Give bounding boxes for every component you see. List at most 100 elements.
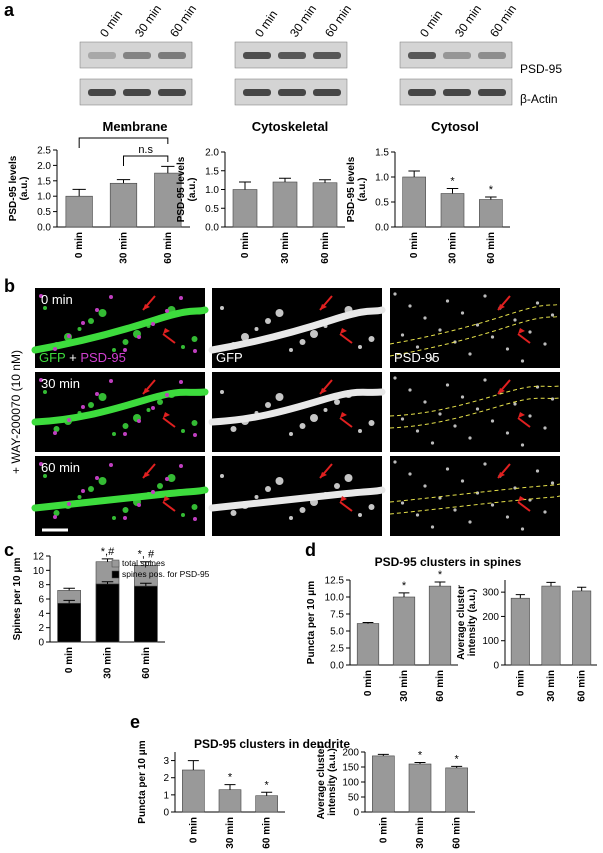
arrowhead (143, 472, 150, 478)
blot-band (313, 52, 341, 59)
y-tick-label: 100 (342, 778, 359, 789)
treatment-label: + WAY-200070 (10 nM) (9, 350, 23, 474)
error-bar (224, 784, 236, 790)
punctum (490, 503, 495, 507)
merge-label-part: PSD-95 (80, 350, 126, 365)
error-bar (261, 791, 273, 796)
error-bar (116, 179, 131, 184)
dendrite (389, 460, 561, 531)
bar (479, 199, 503, 228)
error-bar (515, 594, 525, 599)
punctum (430, 441, 435, 445)
punctum (400, 333, 405, 337)
blot-band (123, 52, 151, 59)
spine (122, 507, 129, 513)
arrow (517, 501, 531, 512)
blot-protein: β-Actin (520, 92, 558, 106)
spine (241, 333, 249, 341)
channel-label: PSD-95 (394, 350, 440, 365)
blot-time: 0 min (252, 8, 280, 40)
y-tick-label: 4 (38, 609, 44, 620)
blot-band (278, 52, 306, 59)
punctum (400, 501, 405, 505)
dendrite-outline (389, 495, 561, 515)
bar (218, 789, 242, 813)
punctum (179, 296, 183, 300)
blot-band (243, 52, 271, 59)
punctum (430, 525, 435, 529)
blot-band (478, 89, 506, 96)
arrowhead (340, 412, 347, 418)
punctum (430, 357, 435, 361)
spine (299, 423, 306, 429)
blot-time: 30 min (132, 2, 164, 40)
punctum (165, 393, 169, 397)
y-tick-label: 1 (163, 790, 169, 801)
punctum (179, 464, 183, 468)
punctum (520, 359, 525, 363)
punctum (393, 460, 397, 464)
punctum (513, 318, 517, 322)
spine (358, 513, 362, 517)
punctum (123, 348, 127, 352)
spine (265, 486, 271, 492)
x-tick-label: 30 min (546, 670, 557, 702)
bar (95, 583, 120, 643)
spine (334, 315, 340, 321)
spine (112, 516, 116, 520)
bar (356, 623, 380, 666)
spine (323, 492, 328, 496)
punctum (408, 388, 412, 392)
spine (191, 504, 198, 510)
arrowhead (340, 328, 347, 334)
spine (254, 327, 259, 331)
punctum (423, 484, 427, 488)
x-tick-label: 0 min (240, 232, 251, 258)
spine (88, 486, 94, 492)
merge-label: GFP + PSD-95 (39, 350, 126, 365)
punctum (137, 503, 141, 507)
y-axis-label: Puncta per 10 μm (306, 581, 317, 664)
spine (230, 342, 237, 348)
annotation: * (489, 184, 494, 196)
bar (402, 176, 426, 228)
spine (344, 306, 353, 314)
blot-time: 60 min (167, 2, 199, 40)
y-tick-label: 1.5 (37, 176, 51, 187)
dendrite-outline (389, 483, 561, 503)
arrow (162, 417, 176, 428)
punctum (151, 322, 155, 326)
spine (310, 330, 318, 338)
punctum (468, 436, 472, 440)
spine (289, 348, 293, 352)
spine (310, 414, 318, 422)
punctum (393, 376, 397, 380)
punctum (535, 469, 540, 473)
punctum (415, 513, 420, 517)
x-tick-label: 0 min (363, 670, 374, 696)
punctum (513, 402, 517, 406)
dendrite (31, 462, 209, 521)
micrograph (212, 372, 382, 452)
spine (241, 501, 249, 509)
arrowhead (320, 472, 327, 478)
spine (98, 393, 107, 401)
arrowhead (163, 496, 170, 502)
punctum (95, 476, 99, 480)
punctum (53, 347, 57, 351)
blot-time: 60 min (487, 2, 519, 40)
spine (77, 327, 82, 331)
blot-protein: PSD-95 (520, 62, 562, 76)
arrowhead (320, 388, 327, 394)
punctum (438, 328, 442, 332)
comparison-label: * (121, 126, 126, 138)
spine (77, 411, 82, 415)
punctum (468, 352, 472, 356)
y-tick-label: 12 (33, 552, 45, 563)
y-axis-label: (a.u.) (357, 178, 368, 202)
legend-swatch (111, 570, 120, 579)
annotation: *, # (138, 549, 155, 561)
punctum (520, 527, 525, 531)
spine (167, 474, 176, 482)
x-tick-label: 60 min (486, 232, 497, 264)
